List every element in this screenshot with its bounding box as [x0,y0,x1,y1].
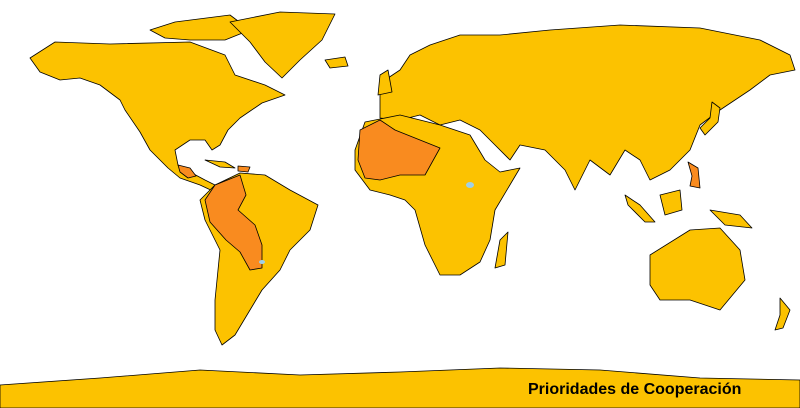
sumatra [624,194,656,223]
hispaniola-priority [237,165,251,173]
iceland [324,56,349,69]
cuba [204,159,236,169]
antarctica [0,367,800,408]
japan [699,101,721,136]
andes-priority [204,174,263,271]
lake [466,182,474,188]
map-title: Prioridades de Cooperación [528,381,741,398]
australia [649,227,746,311]
great-britain [377,69,393,96]
new-zealand [774,297,791,331]
madagascar [494,231,509,269]
philippines-priority [687,161,701,189]
new-guinea [709,209,753,229]
sahel-priority [357,119,441,181]
landmasses [0,11,800,408]
central-america-priority [177,164,197,179]
lake [259,260,265,264]
arctic-islands [149,14,251,41]
greenland [229,11,336,79]
eurasia [379,24,796,191]
borneo [659,189,683,216]
